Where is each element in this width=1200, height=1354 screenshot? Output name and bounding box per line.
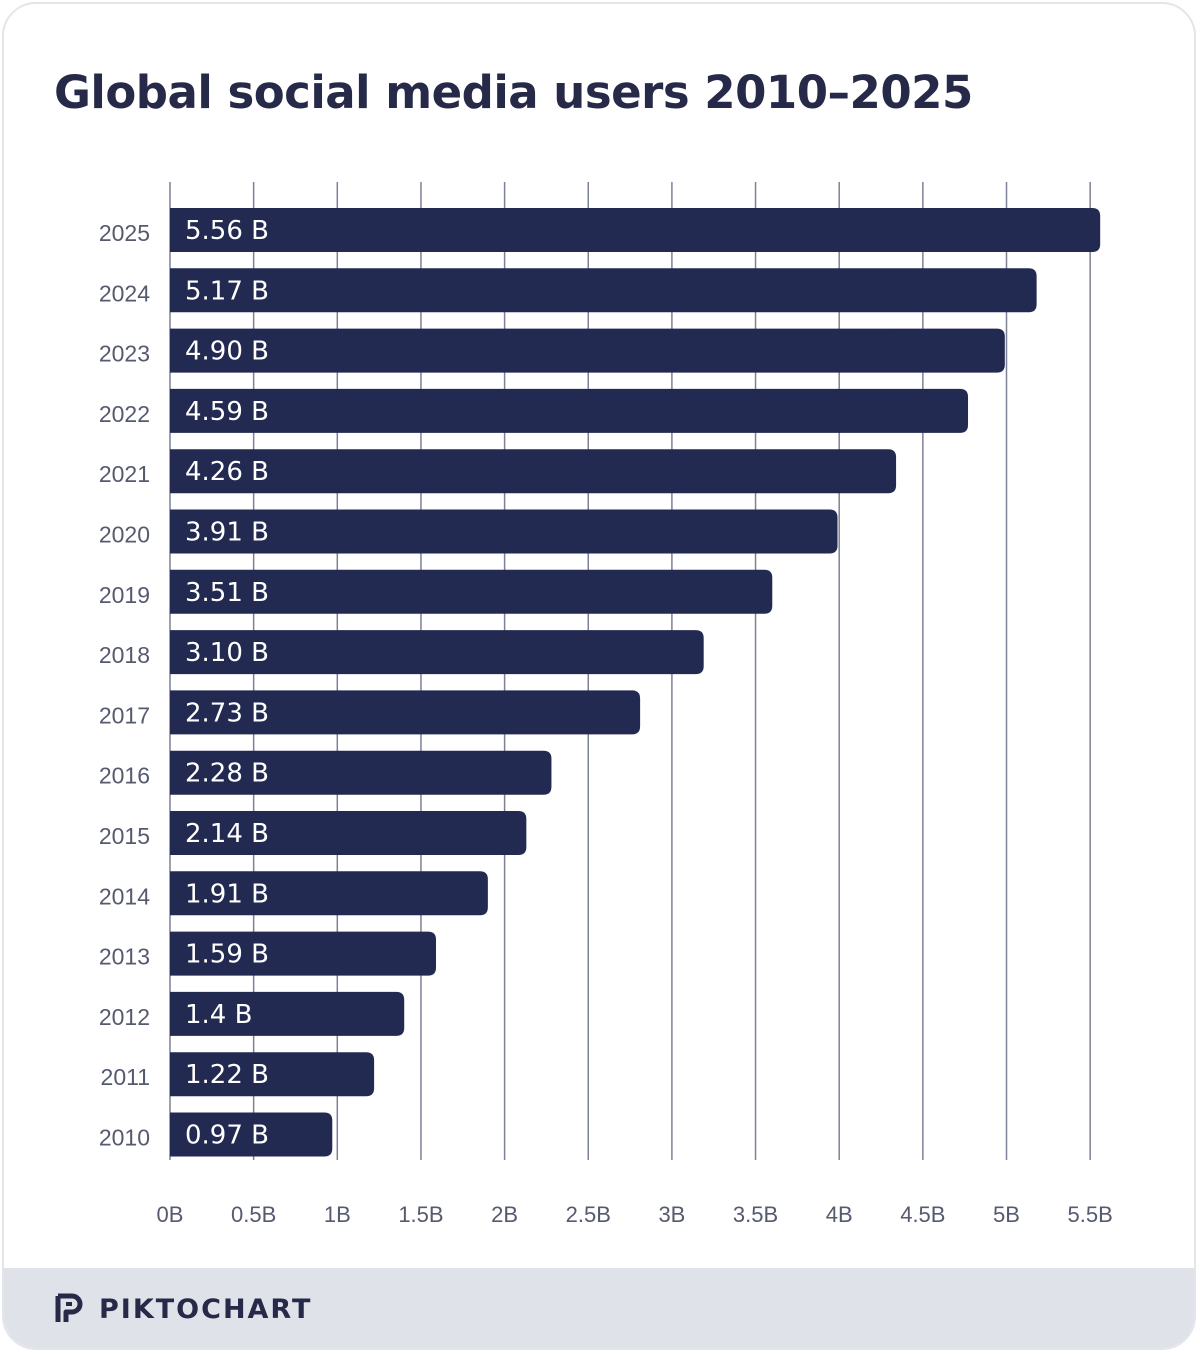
value-label-2010: 0.97 B [185,1121,269,1151]
value-label-2023: 4.90 B [185,337,269,367]
year-label-2019: 2019 [99,582,150,608]
value-label-2019: 3.51 B [185,578,269,608]
x-tick-label: 1.5B [398,1202,443,1227]
x-tick-label: 2B [491,1202,518,1227]
year-label-2022: 2022 [99,401,150,427]
bar-2015 [170,811,527,855]
bar-2014 [170,871,488,916]
value-label-2025: 5.56 B [185,216,269,246]
x-tick-label: 4.5B [900,1202,945,1227]
bar-2016 [170,750,552,795]
year-label-2011: 2011 [101,1064,150,1090]
year-label-2017: 2017 [99,702,150,728]
year-label-2010: 2010 [99,1125,150,1151]
footer: PIKTOCHART [4,1268,1194,1348]
year-label-2013: 2013 [99,944,150,970]
bar-2023 [170,328,1005,373]
value-label-2017: 2.73 B [185,698,269,728]
year-label-2025: 2025 [99,220,150,246]
value-label-2024: 5.17 B [185,276,269,306]
bar-2024 [170,268,1037,313]
bar-2025 [170,208,1101,252]
bar-2019 [170,569,773,614]
year-label-2021: 2021 [99,461,150,487]
year-label-2018: 2018 [99,642,150,668]
value-label-2021: 4.26 B [185,457,269,487]
year-label-2015: 2015 [99,823,150,849]
value-label-2016: 2.28 B [185,759,269,789]
chart-title: Global social media users 2010–2025 [54,66,973,119]
year-label-2020: 2020 [99,522,150,548]
x-tick-label: 5B [993,1202,1020,1227]
year-label-2014: 2014 [99,883,150,909]
value-label-2013: 1.59 B [185,940,269,970]
bar-2020 [170,509,838,554]
value-label-2020: 3.91 B [185,518,269,548]
value-label-2022: 4.59 B [185,397,269,427]
value-label-2014: 1.91 B [185,879,269,909]
x-tick-label: 1B [324,1202,351,1227]
bar-2017 [170,690,641,735]
x-tick-label: 4B [826,1202,853,1227]
x-tick-label: 3B [658,1202,685,1227]
value-label-2015: 2.14 B [185,819,269,849]
bar-2010 [170,1112,333,1157]
bar-2012 [170,991,405,1036]
brand-name: PIKTOCHART [99,1294,313,1325]
bar-2013 [170,931,437,976]
x-tick-label: 2.5B [566,1202,611,1227]
x-tick-label: 3.5B [733,1202,778,1227]
bar-2011 [170,1052,375,1097]
x-tick-label: 0B [157,1202,184,1227]
piktochart-logo-icon [55,1293,83,1322]
x-tick-label: 0.5B [231,1202,276,1227]
value-label-2011: 1.22 B [185,1060,269,1090]
year-label-2024: 2024 [99,280,150,306]
value-label-2012: 1.4 B [185,1000,252,1030]
value-label-2018: 3.10 B [185,638,269,668]
year-label-2023: 2023 [99,341,150,367]
bar-chart: 0B 0.5B 1B 1.5B 2B 2.5B 3B 3.5B 4B 4.5B 5B 5.5B 5.56… [99,182,1113,1227]
year-label-2012: 2012 [99,1004,150,1030]
labels: 0B 0.5B 1B 1.5B 2B 2.5B 3B 3.5B 4B 4.5B 5B 5.5B 5.56… [99,216,1113,1227]
bar-2022 [170,388,969,433]
bar-2021 [170,449,897,494]
bars [170,208,1101,1157]
bar-2018 [170,630,704,675]
year-label-2016: 2016 [99,763,150,789]
x-tick-label: 5.5B [1068,1202,1113,1227]
